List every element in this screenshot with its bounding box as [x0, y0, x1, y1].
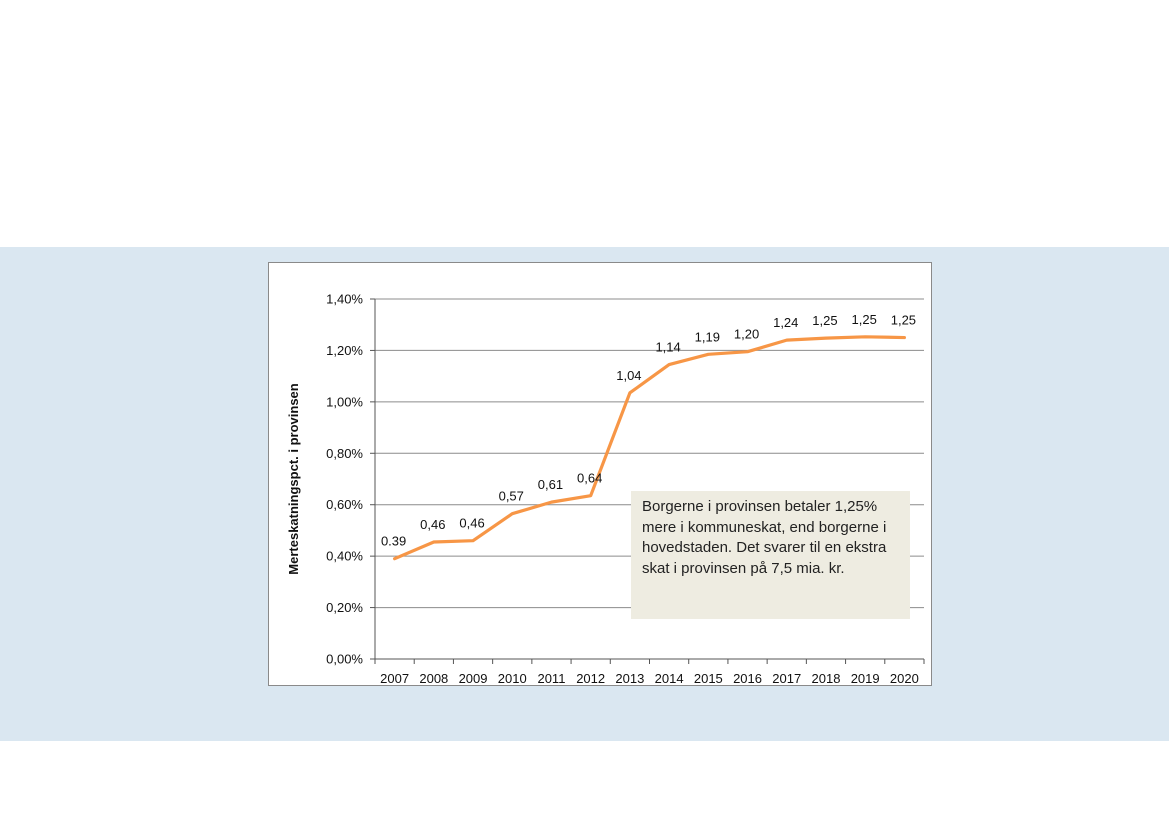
y-tick-label: 0,00%: [326, 652, 363, 667]
data-label: 1,19: [695, 329, 720, 344]
x-tick-label: 2020: [890, 671, 919, 685]
data-label: 1,04: [616, 368, 641, 383]
data-label: 1,25: [852, 312, 877, 327]
x-tick-label: 2016: [733, 671, 762, 685]
x-tick-label: 2014: [655, 671, 684, 685]
data-label: 1,24: [773, 315, 798, 330]
chart-frame: 0,00% 0,20% 0,40% 0,60% 0,80% 1,00% 1,20% 1,40%…: [268, 262, 932, 686]
line-chart: 0,00% 0,20% 0,40% 0,60% 0,80% 1,00% 1,20% 1,40%…: [286, 292, 925, 685]
x-tick-label: 2017: [772, 671, 801, 685]
x-tick-label: 2019: [851, 671, 880, 685]
data-label: 0,46: [459, 516, 484, 531]
data-label: 1,25: [812, 313, 837, 328]
data-label: 0,46: [420, 517, 445, 532]
data-label: 1,20: [734, 327, 759, 342]
x-tick-label: 2015: [694, 671, 723, 685]
y-tick-label: 1,20%: [326, 343, 363, 358]
data-label: 0,61: [538, 477, 563, 492]
y-tick-label: 0,20%: [326, 600, 363, 615]
annotation-callout: Borgerne i provinsen betaler 1,25% mere …: [631, 491, 910, 619]
y-tick-label: 0,80%: [326, 446, 363, 461]
data-label: 1,14: [655, 340, 680, 355]
x-tick-label: 2007: [380, 671, 409, 685]
y-axis-label: Merteskatningspct. i provinsen: [286, 383, 301, 574]
y-tick-labels: 0,00% 0,20% 0,40% 0,60% 0,80% 1,00% 1,20% 1,40%: [326, 292, 363, 667]
data-label: 1,25: [891, 313, 916, 328]
axes: [370, 298, 925, 664]
series-line: [393, 335, 906, 561]
y-tick-label: 1,00%: [326, 394, 363, 409]
y-tick-label: 0,60%: [326, 497, 363, 512]
y-tick-label: 0,40%: [326, 549, 363, 564]
data-label: 0,57: [499, 489, 524, 504]
x-tick-labels: 2007 2008 2009 2010 2011 2012 2013 2014 2015 2016…: [380, 671, 919, 685]
y-tick-label: 1,40%: [326, 292, 363, 307]
x-tick-label: 2013: [615, 671, 644, 685]
x-tick-label: 2011: [537, 671, 565, 685]
x-tick-label: 2012: [576, 671, 605, 685]
x-tick-label: 2008: [419, 671, 448, 685]
x-tick-label: 2010: [498, 671, 527, 685]
data-label: 0.39: [381, 534, 406, 549]
data-labels: 0.39 0,46 0,46 0,57 0,61 0,64 1,04 1,14 1,19 1,20…: [381, 312, 916, 549]
x-tick-label: 2018: [812, 671, 841, 685]
data-label: 0,64: [577, 471, 602, 486]
x-tick-label: 2009: [459, 671, 488, 685]
